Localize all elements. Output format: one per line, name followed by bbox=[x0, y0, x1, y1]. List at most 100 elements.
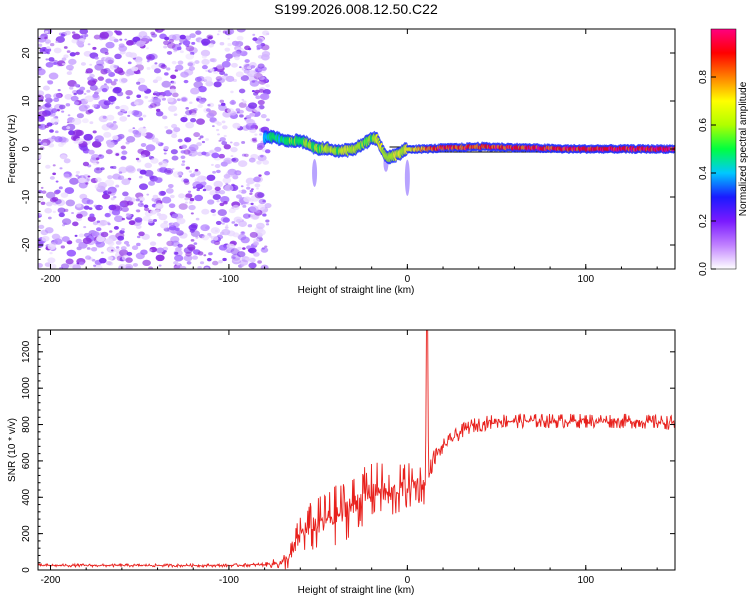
spectrogram-noise-blob bbox=[238, 220, 247, 227]
spectrogram-noise-blob bbox=[242, 100, 247, 104]
spectrogram-noise-blob bbox=[72, 33, 81, 40]
spectrogram-noise-blob bbox=[143, 207, 150, 212]
spectrogram-noise-blob bbox=[42, 85, 50, 91]
spectrogram-noise-blob bbox=[226, 29, 235, 35]
snr-plot-area bbox=[38, 330, 675, 570]
spectrogram-noise-blob bbox=[223, 157, 233, 165]
spectrogram-noise-blob bbox=[105, 149, 113, 155]
spectrogram-noise-blob bbox=[137, 127, 147, 134]
spectrogram-noise-blob bbox=[71, 38, 78, 44]
spectrogram-noise-blob bbox=[99, 206, 103, 209]
spectrogram-noise-blob bbox=[235, 71, 244, 78]
spectrogram-noise-blob bbox=[252, 241, 259, 246]
spectrogram-noise-blob bbox=[262, 159, 270, 165]
spectrogram-noise-blob bbox=[137, 71, 141, 75]
spectrogram-noise-blob bbox=[85, 182, 89, 185]
spectrogram-noise-blob bbox=[97, 76, 105, 81]
spectrogram-noise-blob bbox=[238, 190, 242, 193]
spectrogram-noise-blob bbox=[125, 51, 133, 58]
spectrogram-noise-blob bbox=[185, 45, 195, 52]
spectrogram-noise-blob bbox=[171, 133, 178, 139]
spectrogram-noise-blob bbox=[58, 142, 64, 148]
spectrogram-noise-blob bbox=[218, 104, 227, 111]
spectrogram-noise-blob bbox=[193, 132, 201, 138]
spectrogram-noise-blob bbox=[172, 171, 182, 178]
spectrogram-noise-blob bbox=[187, 190, 192, 193]
spectrogram-noise-blob bbox=[161, 196, 172, 204]
spectrogram-noise-blob bbox=[220, 196, 230, 203]
spectrogram-noise-blob bbox=[227, 37, 231, 40]
spectrogram-noise-blob bbox=[204, 266, 209, 269]
spectrogram-y-tick-label: -10 bbox=[21, 189, 32, 204]
spectrogram-noise-blob bbox=[142, 259, 151, 267]
spectrogram-noise-blob bbox=[44, 93, 52, 99]
spectrogram-noise-blob bbox=[121, 150, 128, 155]
spectrogram-noise-blob bbox=[141, 132, 147, 137]
snr-x-tick-label: -100 bbox=[219, 575, 239, 586]
spectrogram-noise-blob bbox=[241, 256, 250, 263]
spectrogram-noise-blob bbox=[249, 189, 254, 193]
spectrogram-noise-blob bbox=[133, 110, 143, 118]
spectrogram-noise-blob bbox=[66, 50, 71, 53]
spectrogram-noise-blob bbox=[257, 192, 265, 198]
spectrogram-noise-blob bbox=[64, 187, 75, 194]
spectrogram-noise-blob bbox=[91, 140, 102, 148]
spectrogram-noise-blob bbox=[215, 220, 222, 226]
spectrogram-noise-blob bbox=[207, 232, 212, 236]
spectrogram-noise-blob bbox=[154, 29, 164, 33]
spectrogram-noise-blob bbox=[181, 97, 187, 102]
spectrogram-y-tick-label: 20 bbox=[21, 47, 32, 59]
spectrogram-noise-blob bbox=[139, 200, 143, 203]
spectrogram-noise-blob bbox=[106, 141, 115, 148]
spectrogram-noise-blob bbox=[201, 55, 207, 59]
spectrogram-noise-blob bbox=[44, 102, 52, 108]
spectrogram-noise-blob bbox=[72, 264, 81, 269]
spectrogram-noise-blob bbox=[119, 38, 123, 41]
spectrogram-noise-blob bbox=[83, 92, 87, 95]
spectrogram-noise-blob bbox=[236, 251, 246, 258]
spectrogram-noise-blob bbox=[138, 231, 145, 237]
spectrogram-noise-blob bbox=[172, 33, 182, 41]
spectrogram-noise-blob bbox=[257, 36, 265, 42]
spectrogram-noise-blob bbox=[137, 148, 145, 154]
spectrogram-noise-blob bbox=[121, 217, 125, 221]
spectrogram-noise-blob bbox=[160, 222, 169, 229]
spectrogram-noise-blob bbox=[72, 221, 79, 227]
spectrogram-noise-blob bbox=[158, 264, 162, 267]
spectrogram-noise-blob bbox=[224, 184, 234, 192]
spectrogram-noise-blob bbox=[207, 102, 215, 108]
spectrogram-noise-blob bbox=[125, 89, 133, 96]
spectrogram-noise-blob bbox=[251, 90, 255, 93]
spectrogram-noise-blob bbox=[108, 95, 117, 103]
spectrogram-noise-blob bbox=[249, 79, 260, 87]
spectrogram-noise-blob bbox=[265, 223, 270, 226]
spectrogram-noise-blob bbox=[144, 169, 154, 177]
spectrogram-noise-blob bbox=[241, 153, 246, 157]
spectrogram-noise-blob bbox=[61, 263, 69, 269]
spectrogram-noise-blob bbox=[230, 155, 234, 158]
spectrogram-noise-blob bbox=[171, 213, 178, 218]
spectrogram-noise-blob bbox=[178, 193, 186, 199]
spectrogram-noise-blob bbox=[58, 186, 63, 190]
spectrogram-noise-blob bbox=[257, 260, 262, 264]
spectrogram-noise-blob bbox=[107, 69, 112, 74]
spectrogram-noise-blob bbox=[38, 124, 43, 129]
spectrogram-noise-blob bbox=[235, 218, 242, 223]
spectrogram-noise-blob bbox=[167, 183, 174, 189]
spectrogram-noise-blob bbox=[136, 40, 146, 47]
spectrogram-noise-blob bbox=[236, 171, 241, 175]
spectrogram-noise-blob bbox=[252, 139, 258, 143]
spectrogram-noise-blob bbox=[105, 57, 115, 64]
spectrogram-noise-blob bbox=[96, 161, 100, 164]
spectrogram-noise-blob bbox=[107, 241, 115, 246]
spectrogram-noise-blob bbox=[212, 125, 215, 128]
spectrogram-noise-blob bbox=[124, 38, 128, 41]
spectrogram-noise-blob bbox=[178, 175, 182, 178]
spectrogram-noise-blob bbox=[55, 130, 59, 134]
spectrogram-noise-blob bbox=[150, 31, 156, 36]
spectrogram-noise-blob bbox=[247, 224, 253, 228]
spectrogram-noise-blob bbox=[40, 186, 44, 189]
spectrogram-noise-blob bbox=[237, 160, 248, 167]
spectrogram-noise-blob bbox=[61, 62, 66, 66]
